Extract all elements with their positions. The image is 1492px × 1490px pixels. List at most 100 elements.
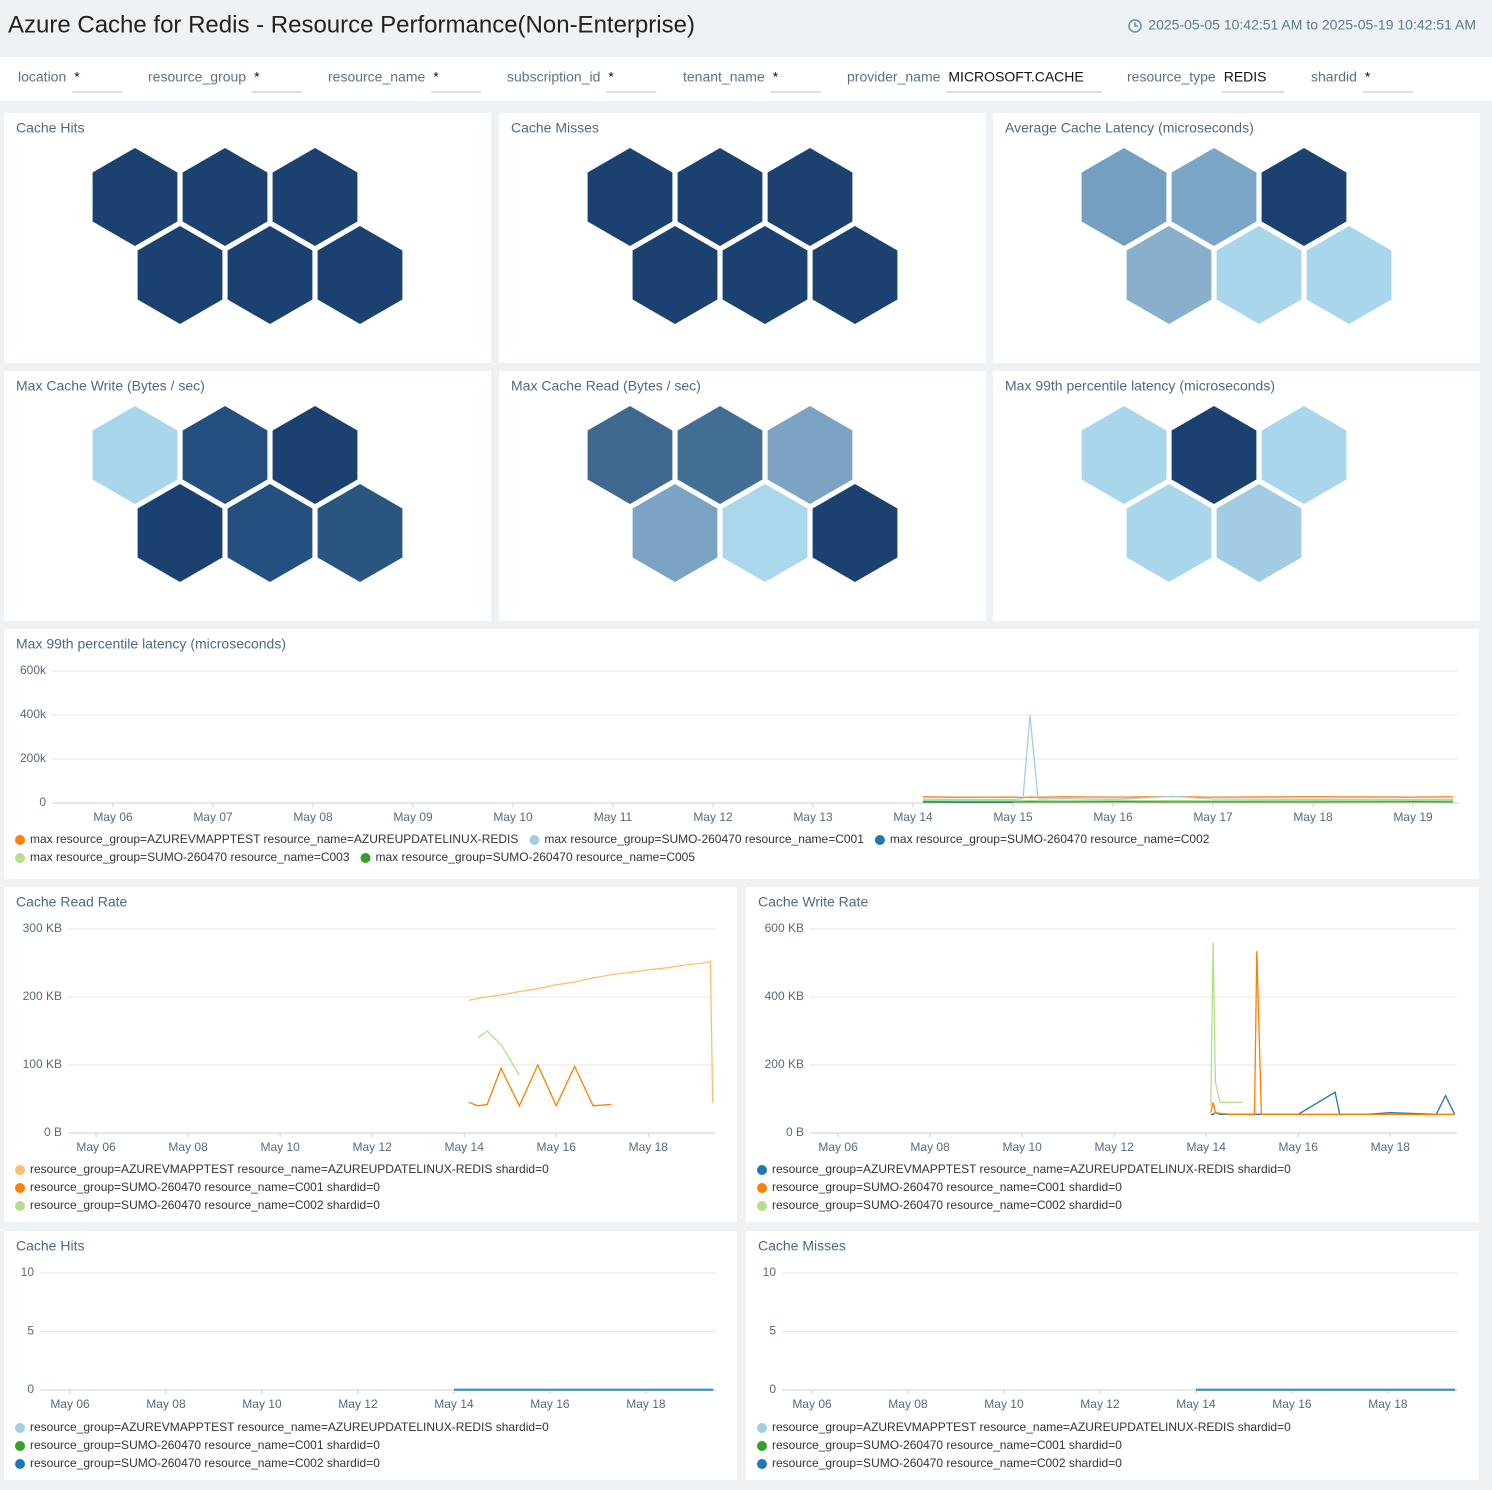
hexagon[interactable] [1081,148,1167,246]
legend-marker[interactable] [15,1183,25,1193]
legend-label[interactable]: resource_group=AZUREVMAPPTEST resource_n… [30,1162,549,1176]
legend-label[interactable]: max resource_group=AZUREVMAPPTEST resour… [30,832,518,846]
legend-label[interactable]: resource_group=SUMO-260470 resource_name… [772,1198,1122,1212]
panel [993,371,1480,621]
legend-marker[interactable] [757,1165,767,1175]
legend-label[interactable]: resource_group=AZUREVMAPPTEST resource_n… [772,1420,1291,1434]
hexagon[interactable] [182,148,268,246]
legend-label[interactable]: resource_group=SUMO-260470 resource_name… [772,1438,1122,1452]
legend-marker[interactable] [15,1165,25,1175]
hexagon[interactable] [722,226,808,324]
x-tick-label: May 08 [168,1140,208,1154]
y-tick-label: 400 KB [765,989,804,1003]
hexagon[interactable] [1171,406,1257,504]
hexagon[interactable] [1261,406,1347,504]
legend-marker[interactable] [15,1423,25,1433]
legend-marker[interactable] [360,853,371,863]
hexagon[interactable] [722,484,808,582]
legend-marker[interactable] [757,1459,767,1469]
legend-label[interactable]: resource_group=SUMO-260470 resource_name… [30,1438,380,1452]
hexagon[interactable] [767,148,853,246]
hexagon[interactable] [1216,484,1302,582]
hexagon[interactable] [1216,226,1302,324]
hexagon[interactable] [767,406,853,504]
x-tick-label: May 10 [1002,1140,1042,1154]
legend-label[interactable]: max resource_group=SUMO-260470 resource_… [30,850,350,864]
hexagon[interactable] [587,148,673,246]
legend-label[interactable]: resource_group=SUMO-260470 resource_name… [772,1456,1122,1470]
y-tick-label: 0 [27,1382,34,1396]
hexagon[interactable] [1261,148,1347,246]
hexagon[interactable] [812,484,898,582]
hexagon[interactable] [677,406,763,504]
legend-marker[interactable] [15,835,25,845]
x-tick-label: May 16 [1279,1140,1319,1154]
x-tick-label: May 12 [1094,1140,1134,1154]
legend-label[interactable]: max resource_group=SUMO-260470 resource_… [544,832,864,846]
legend-marker[interactable] [15,1201,25,1211]
hexagon[interactable] [587,406,673,504]
time-range[interactable]: 2025-05-05 10:42:51 AM to 2025-05-19 10:… [1148,17,1476,33]
hexagon[interactable] [272,406,358,504]
legend-label[interactable]: resource_group=SUMO-260470 resource_name… [30,1456,380,1470]
legend-marker[interactable] [874,835,885,845]
hexagon[interactable] [1306,226,1392,324]
x-tick-label: May 12 [352,1140,392,1154]
filter-value[interactable]: MICROSOFT.CACHE [948,69,1083,85]
filter-value[interactable]: * [254,69,260,85]
legend-marker[interactable] [529,835,540,845]
hexagon[interactable] [182,406,268,504]
hexagon[interactable] [632,226,718,324]
legend-label[interactable]: resource_group=AZUREVMAPPTEST resource_n… [30,1420,549,1434]
legend-marker[interactable] [757,1423,767,1433]
hexagon[interactable] [317,484,403,582]
hexagon[interactable] [227,484,313,582]
legend-label[interactable]: resource_group=SUMO-260470 resource_name… [30,1180,380,1194]
hexagon[interactable] [812,226,898,324]
legend-label[interactable]: resource_group=SUMO-260470 resource_name… [30,1198,380,1212]
legend-label[interactable]: max resource_group=SUMO-260470 resource_… [890,832,1210,846]
y-tick-label: 5 [27,1324,34,1338]
panel [4,887,737,1222]
hexagon[interactable] [1081,406,1167,504]
legend-marker[interactable] [757,1441,767,1451]
hexagon[interactable] [92,148,178,246]
hexagon[interactable] [92,406,178,504]
hexagon[interactable] [1171,148,1257,246]
x-tick-label: May 08 [146,1397,186,1411]
hexagon[interactable] [632,484,718,582]
hexagon[interactable] [317,226,403,324]
filter-label: resource_type [1127,69,1216,85]
hexagon[interactable] [677,148,763,246]
filter-value[interactable]: * [1365,69,1371,85]
hexagon[interactable] [1126,484,1212,582]
legend-marker[interactable] [757,1183,767,1193]
filter-value[interactable]: * [773,69,779,85]
legend-label[interactable]: resource_group=AZUREVMAPPTEST resource_n… [772,1162,1291,1176]
filter-label: resource_name [328,69,425,85]
x-tick-label: May 12 [1080,1397,1120,1411]
x-tick-label: May 06 [818,1140,858,1154]
legend-label[interactable]: resource_group=SUMO-260470 resource_name… [772,1180,1122,1194]
legend-marker[interactable] [15,853,25,863]
x-tick-label: May 10 [493,810,533,824]
legend-label[interactable]: max resource_group=SUMO-260470 resource_… [376,850,696,864]
legend-marker[interactable] [15,1459,25,1469]
filter-value[interactable]: * [74,69,80,85]
hexagon[interactable] [137,484,223,582]
hexagon[interactable] [272,148,358,246]
panel-title: Cache Misses [511,120,599,136]
y-tick-label: 200 KB [765,1057,804,1071]
panel [4,371,491,621]
hexagon[interactable] [227,226,313,324]
filter-value[interactable]: * [608,69,614,85]
legend-marker[interactable] [757,1201,767,1211]
hexagon[interactable] [137,226,223,324]
hexagon[interactable] [1126,226,1212,324]
panel-title: Cache Hits [16,1238,84,1254]
legend-marker[interactable] [15,1441,25,1451]
filter-value[interactable]: REDIS [1224,69,1267,85]
x-tick-label: May 08 [910,1140,950,1154]
filter-value[interactable]: * [433,69,439,85]
clock-icon [1128,19,1142,33]
